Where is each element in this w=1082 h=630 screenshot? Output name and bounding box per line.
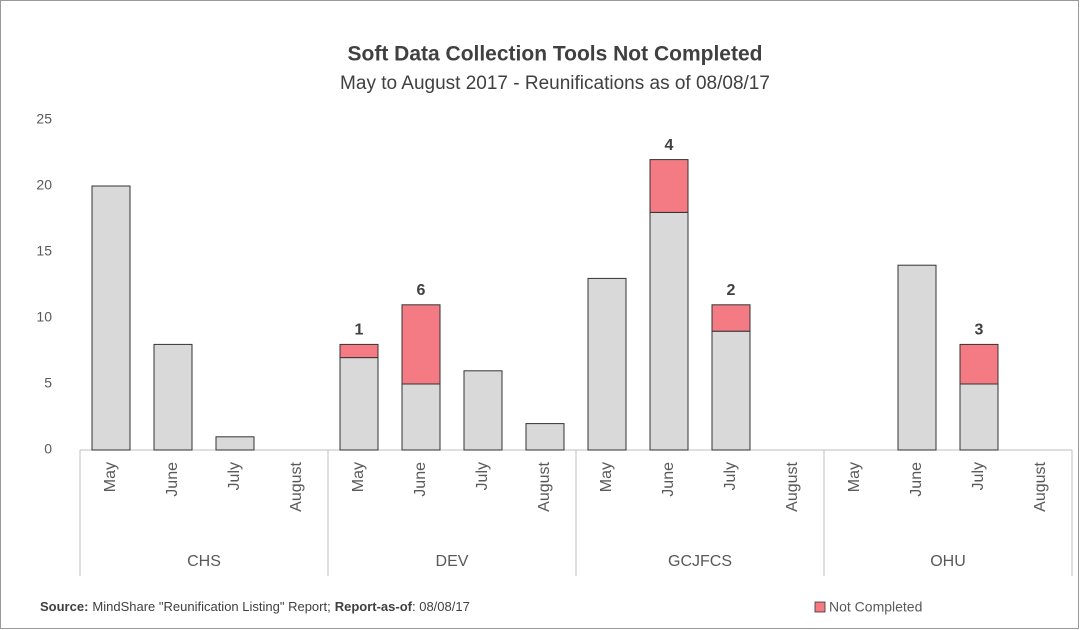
footnote: Source: MindShare "Reunification Listing"…	[40, 599, 470, 614]
y-tick-label: 10	[36, 309, 52, 325]
y-tick-label: 15	[36, 243, 52, 259]
bar-segment	[959, 343, 999, 385]
x-tick-label: August	[1032, 461, 1049, 511]
y-tick-label: 25	[36, 111, 52, 127]
x-tick-label: August	[288, 461, 305, 511]
x-tick-label: August	[536, 461, 553, 511]
legend-label: Not Completed	[829, 599, 922, 615]
data-label: 2	[727, 282, 736, 299]
bar-segment	[525, 423, 565, 451]
bar-segment	[711, 304, 751, 332]
x-tick-label: June	[908, 462, 925, 497]
y-tick-label: 20	[36, 177, 52, 193]
bar-segment	[463, 370, 503, 451]
data-label: 6	[417, 282, 426, 299]
bar-segment	[153, 343, 193, 451]
bar-segment	[91, 185, 131, 451]
data-label: 1	[355, 322, 364, 339]
footnote-part: MindShare "Reunification Listing" Report…	[92, 599, 330, 614]
bar-segment	[587, 277, 627, 451]
footnote-part: Report-as-of	[335, 599, 413, 614]
group-label: OHU	[930, 553, 966, 570]
chart-subtitle: May to August 2017 - Reunifications as o…	[340, 73, 770, 94]
x-tick-label: May	[102, 462, 119, 492]
bar-segment	[401, 383, 441, 451]
bar-segment	[711, 330, 751, 451]
bar-segment	[339, 343, 379, 359]
group-label: CHS	[187, 553, 221, 570]
group-label: GCJFCS	[668, 553, 732, 570]
x-tick-label: August	[784, 461, 801, 511]
bar-segment	[215, 436, 255, 451]
x-tick-label: June	[660, 462, 677, 497]
bar-segment	[401, 304, 441, 385]
x-tick-label: May	[598, 462, 615, 492]
bar-segment	[649, 159, 689, 213]
x-tick-label: June	[164, 462, 181, 497]
footnote-part: Source:	[40, 599, 88, 614]
group-label: DEV	[436, 553, 469, 570]
x-tick-label: July	[226, 462, 243, 490]
chart-title: Soft Data Collection Tools Not Completed	[348, 43, 763, 66]
x-tick-label: July	[474, 462, 491, 490]
x-tick-label: July	[970, 462, 987, 490]
data-label: 4	[665, 137, 674, 154]
x-tick-label: May	[350, 462, 367, 492]
x-tick-label: May	[846, 462, 863, 492]
y-tick-label: 5	[44, 375, 52, 391]
x-tick-label: June	[412, 462, 429, 497]
bar-segment	[339, 357, 379, 451]
legend-swatch	[814, 601, 826, 613]
x-tick-label: July	[722, 462, 739, 490]
footnote-part: : 08/08/17	[412, 599, 470, 614]
bar-segment	[959, 383, 999, 451]
data-label: 3	[975, 322, 984, 339]
bar-segment	[649, 211, 689, 451]
bar-segment	[897, 264, 937, 451]
y-tick-label: 0	[44, 441, 52, 457]
